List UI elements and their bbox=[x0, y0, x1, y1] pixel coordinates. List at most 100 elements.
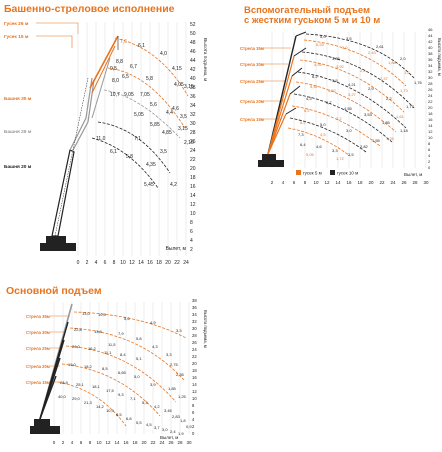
x-tick: 14 bbox=[138, 260, 144, 266]
load-label: 1,85 bbox=[168, 386, 177, 391]
y-tick: 28 bbox=[192, 333, 197, 338]
y-tick: 6 bbox=[190, 229, 193, 235]
load-label: 10,9 bbox=[106, 408, 115, 413]
y-tick: 42 bbox=[190, 67, 196, 73]
load-label: 4,3 bbox=[152, 344, 158, 349]
y-tick: 28 bbox=[190, 130, 196, 136]
y-tick: 24 bbox=[190, 148, 196, 154]
y-tick: 22 bbox=[192, 354, 197, 359]
aux-y-ticks: 0 2 4 6 8 10 12 14 16 18 20 22 24 26 28 … bbox=[428, 28, 433, 170]
y-tick: 14 bbox=[190, 193, 196, 199]
y-tick: 20 bbox=[192, 361, 197, 366]
y-tick: 18 bbox=[190, 175, 196, 181]
load-label: 2,75 bbox=[170, 362, 179, 367]
x-tick: 4 bbox=[71, 440, 74, 445]
y-tick: 4 bbox=[190, 238, 193, 244]
load-label: 2,83 bbox=[172, 414, 181, 419]
curve-aux-1 bbox=[305, 33, 415, 79]
y-tick: 22 bbox=[190, 157, 196, 163]
load-label: 1,73 bbox=[400, 88, 409, 93]
x-tick: 6 bbox=[80, 440, 83, 445]
main-chart-title: Основной подъем bbox=[6, 285, 102, 297]
aux-legend: гусек 5 м гусек 10 м bbox=[296, 170, 358, 176]
x-tick: 22 bbox=[150, 440, 156, 445]
load-label: 4,05 bbox=[174, 82, 184, 88]
x-tick: 30 bbox=[186, 440, 192, 445]
boom-25-line bbox=[267, 75, 293, 155]
y-tick: 10 bbox=[192, 396, 197, 401]
load-label: 7,9 bbox=[118, 331, 124, 336]
aux-title-line1: Вспомогательный подъем bbox=[244, 5, 371, 16]
load-label: 7,3 bbox=[298, 132, 304, 137]
load-label: 5,6 bbox=[124, 316, 130, 321]
load-label: 2,4 bbox=[170, 429, 176, 434]
load-label: 2,61 bbox=[376, 44, 385, 49]
x-tick: 16 bbox=[346, 180, 352, 185]
leader-jib-26 bbox=[36, 22, 79, 34]
y-tick: 16 bbox=[190, 184, 196, 190]
aux-load-curves bbox=[287, 33, 415, 157]
load-label: 20,0 bbox=[72, 344, 81, 349]
y-tick: 30 bbox=[192, 326, 197, 331]
aux-load-labels: 5,0 3,5 2,61 2,0 6,25 3,0 2,43 1,88 1,5 … bbox=[298, 34, 423, 161]
tower-chart: Гусек 26 м Гусек 15 м Башня 30 м Башня 2… bbox=[4, 21, 208, 266]
load-label: 3,0 bbox=[342, 45, 348, 50]
load-label: 3,3 bbox=[332, 148, 338, 153]
load-label: 8,0 bbox=[112, 78, 119, 84]
load-label: 4,9 bbox=[150, 320, 156, 325]
curve-aux-5 bbox=[297, 71, 407, 129]
curve-aux-10 bbox=[287, 127, 351, 157]
x-tick: 2 bbox=[86, 260, 89, 266]
load-label: 8,5 bbox=[116, 412, 122, 417]
load-label: 5,0 bbox=[134, 374, 140, 379]
load-label: 3,15 bbox=[184, 84, 194, 90]
load-label: 6,65 bbox=[118, 370, 127, 375]
load-label: 6,7 bbox=[130, 64, 137, 70]
y-tick: 46 bbox=[190, 49, 196, 55]
y-tick: 20 bbox=[428, 105, 433, 110]
boom-15-line bbox=[39, 375, 57, 420]
y-tick: 12 bbox=[428, 129, 433, 134]
y-tick: 0 bbox=[428, 165, 431, 170]
y-tick: 16 bbox=[192, 375, 197, 380]
y-tick: 38 bbox=[192, 298, 197, 303]
y-tick: 36 bbox=[192, 305, 197, 310]
main-chart: Стрела 35м Стрела 30м Стрела 25м Стрела … bbox=[26, 298, 208, 445]
curve-aux-8 bbox=[291, 105, 381, 147]
load-label: 18,1 bbox=[92, 384, 101, 389]
load-label: 10,7 bbox=[110, 92, 120, 98]
y-tick: 32 bbox=[428, 69, 433, 74]
load-label: 3,3 bbox=[176, 328, 182, 333]
x-tick: 18 bbox=[156, 260, 162, 266]
load-label: 6,1 bbox=[110, 149, 117, 155]
y-tick: 18 bbox=[428, 111, 433, 116]
x-tick: 18 bbox=[357, 180, 363, 185]
load-label: 3,15 bbox=[178, 126, 188, 132]
y-tick: 34 bbox=[428, 63, 433, 68]
load-label: 2,43 bbox=[368, 50, 377, 55]
load-label: 1,88 bbox=[388, 60, 397, 65]
x-tick: 20 bbox=[368, 180, 374, 185]
load-label: 3,53 bbox=[364, 112, 373, 117]
curve-aux-7 bbox=[293, 93, 393, 143]
load-label: 8,8 bbox=[116, 59, 123, 65]
load-label: 3,7 bbox=[154, 425, 160, 430]
tower-crane-figure bbox=[40, 35, 119, 251]
curve-aux-3 bbox=[301, 51, 415, 109]
aux-y-axis-label: Высота подъема, м bbox=[437, 38, 442, 76]
y-tick: 2 bbox=[190, 247, 193, 253]
y-tick: 2 bbox=[428, 159, 431, 164]
y-tick: 8 bbox=[428, 141, 431, 146]
curve-aux-9 bbox=[289, 117, 367, 153]
label-boom-30: Стрела 30м bbox=[240, 62, 264, 67]
x-tick: 10 bbox=[96, 440, 102, 445]
load-label: 4,21 bbox=[348, 82, 357, 87]
load-label: 2,37 bbox=[380, 76, 389, 81]
load-label: 5,8 bbox=[146, 76, 153, 82]
label-boom-25: Стрела 25м bbox=[26, 346, 50, 351]
main-x-axis-label: Вылет, м bbox=[160, 435, 178, 440]
aux-x-ticks: 2 4 6 8 10 12 14 16 18 20 22 24 26 28 30 bbox=[271, 180, 429, 185]
load-label: 4,35 bbox=[146, 162, 156, 168]
y-tick: 34 bbox=[190, 103, 196, 109]
